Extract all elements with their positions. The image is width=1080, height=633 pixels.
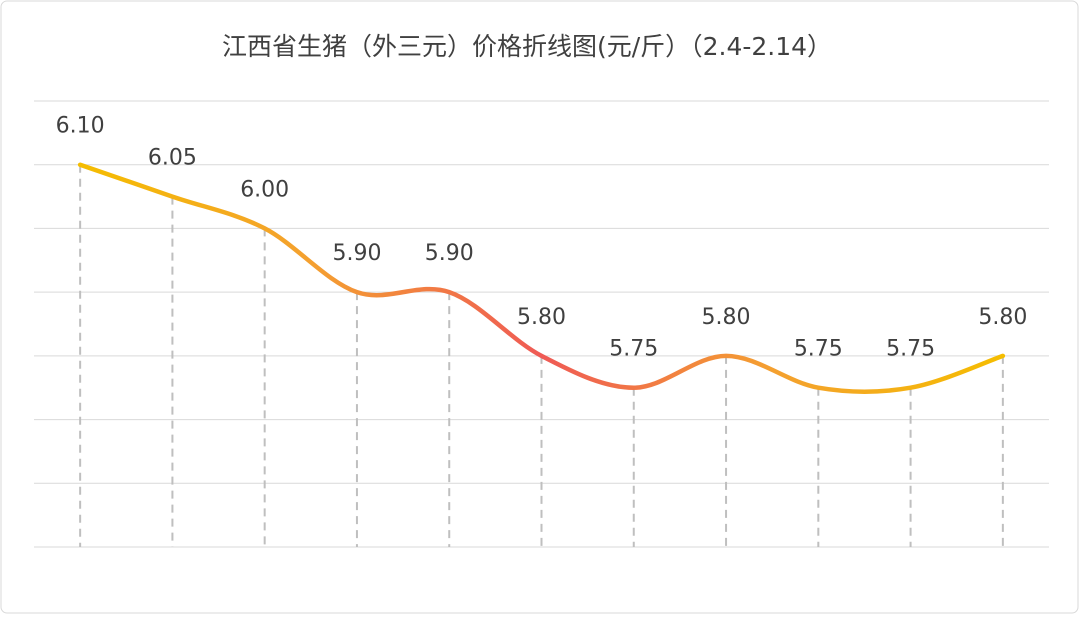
value-label: 5.80	[702, 305, 751, 330]
value-label: 5.90	[425, 241, 474, 266]
value-label: 5.90	[332, 241, 381, 266]
value-label: 6.10	[56, 114, 105, 139]
value-label: 6.05	[148, 146, 197, 171]
chart-title: 江西省生猪（外三元）价格折线图(元/斤）（2.4-2.14）	[222, 32, 832, 61]
chart-frame	[0, 0, 1079, 614]
value-label: 5.75	[794, 337, 843, 362]
value-label: 5.80	[978, 305, 1027, 330]
value-label: 5.80	[517, 305, 566, 330]
value-label: 5.75	[609, 337, 658, 362]
data-line	[77, 162, 1006, 394]
value-label: 6.00	[240, 177, 289, 202]
value-label: 5.75	[886, 337, 935, 362]
